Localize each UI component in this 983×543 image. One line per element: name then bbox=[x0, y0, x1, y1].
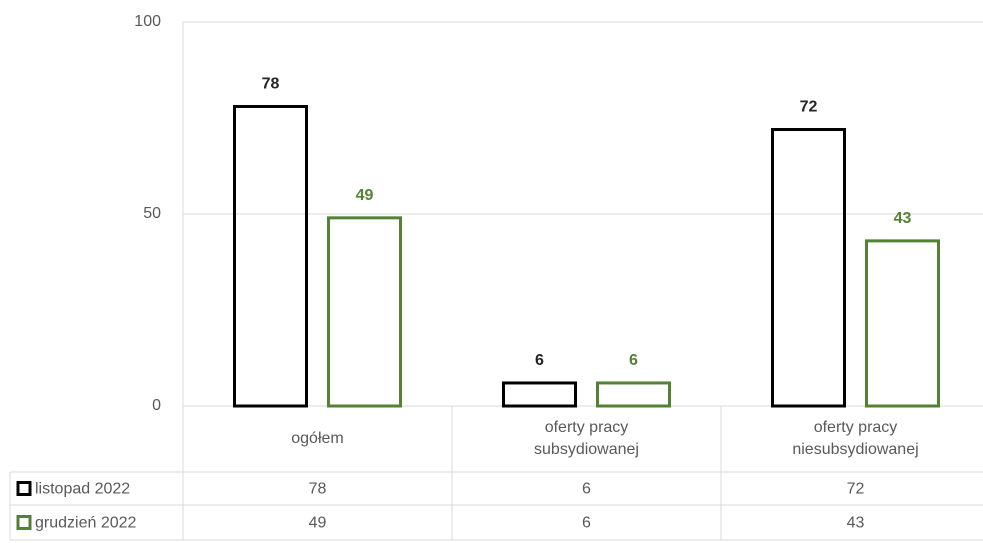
bar bbox=[233, 104, 308, 408]
bar bbox=[502, 381, 577, 408]
legend-key bbox=[16, 481, 32, 496]
bar bbox=[327, 216, 402, 408]
data-label: 43 bbox=[894, 210, 912, 227]
table-value: 43 bbox=[847, 515, 865, 532]
table-value: 72 bbox=[847, 481, 865, 498]
x-tick-label: oferty pracy niesubsydiowanej bbox=[792, 419, 919, 458]
y-tick-label: 0 bbox=[152, 397, 161, 414]
data-label: 78 bbox=[262, 76, 280, 93]
bar bbox=[771, 128, 846, 408]
data-label: 49 bbox=[356, 187, 374, 204]
data-label: 72 bbox=[800, 99, 818, 116]
legend-label: grudzień 2022 bbox=[35, 515, 137, 532]
legend-label: listopad 2022 bbox=[35, 481, 130, 498]
x-tick-label: oferty pracy subsydiowanej bbox=[534, 419, 639, 458]
table-value: 49 bbox=[309, 515, 327, 532]
table-value: 78 bbox=[309, 481, 327, 498]
y-tick-label: 100 bbox=[134, 13, 161, 30]
bar bbox=[865, 239, 940, 408]
table-value: 6 bbox=[582, 481, 591, 498]
table-value: 6 bbox=[582, 515, 591, 532]
data-label: 6 bbox=[629, 352, 638, 369]
x-tick-label: ogółem bbox=[291, 430, 344, 447]
y-tick-label: 50 bbox=[143, 205, 161, 222]
bar bbox=[596, 381, 671, 408]
data-label: 6 bbox=[535, 352, 544, 369]
legend-key bbox=[16, 515, 32, 530]
